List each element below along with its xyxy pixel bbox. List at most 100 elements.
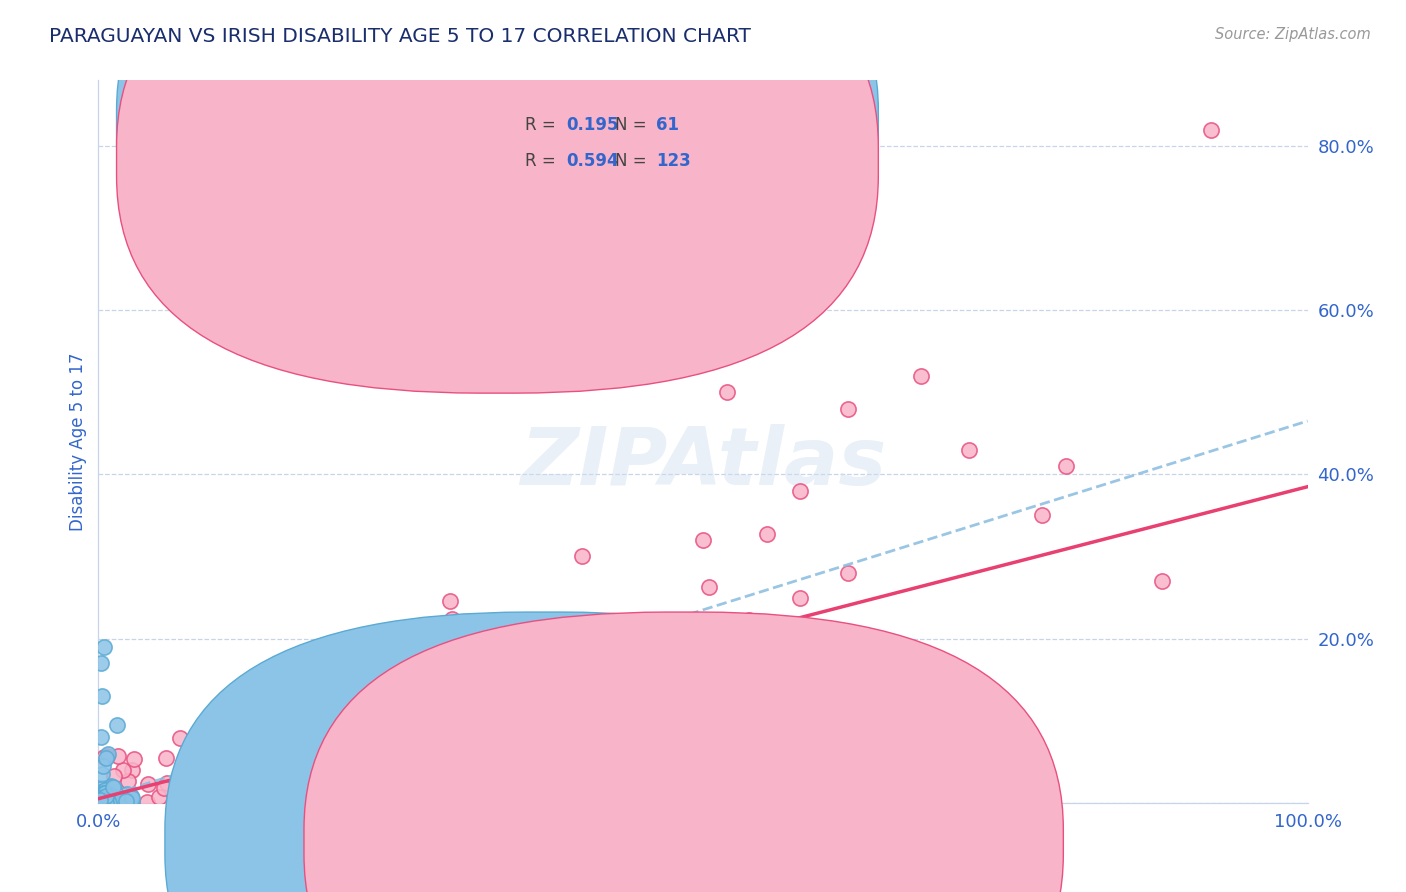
Point (90, 795, 112, 809)
Point (89, 794, 111, 808)
Point (524, 696, 547, 710)
Point (90, 796, 112, 810)
Point (385, 731, 408, 746)
Point (474, 779, 496, 793)
Point (91, 795, 114, 809)
Point (90, 791, 112, 805)
Point (600, 783, 623, 797)
Point (90, 795, 112, 809)
Point (676, 751, 699, 765)
Point (510, 632, 533, 646)
Point (301, 778, 323, 792)
Point (585, 764, 607, 778)
Point (100, 779, 122, 793)
Point (1031, 508, 1053, 523)
Point (778, 633, 800, 648)
Point (89, 795, 111, 809)
Point (1054, 459, 1077, 474)
Point (121, 794, 143, 808)
Point (114, 794, 136, 808)
Point (105, 718, 128, 732)
Text: ZIPAtlas: ZIPAtlas (520, 425, 886, 502)
Point (97, 796, 120, 810)
Point (789, 591, 811, 605)
Point (111, 791, 134, 805)
Point (413, 781, 436, 796)
Point (93, 749, 115, 764)
Point (756, 527, 779, 541)
Point (312, 780, 335, 795)
Point (728, 681, 751, 695)
Point (644, 783, 666, 797)
Point (389, 747, 412, 761)
Text: Source: ZipAtlas.com: Source: ZipAtlas.com (1215, 27, 1371, 42)
Point (617, 781, 640, 796)
Point (97, 785, 120, 799)
Point (575, 779, 598, 793)
Point (89, 790, 111, 805)
Point (89, 793, 111, 807)
Point (624, 780, 647, 795)
Point (273, 725, 295, 739)
FancyBboxPatch shape (461, 98, 734, 189)
Point (93, 794, 115, 808)
Point (107, 748, 129, 763)
Point (668, 615, 690, 630)
Point (479, 743, 502, 757)
Point (287, 765, 309, 780)
Point (643, 773, 665, 788)
Point (690, 795, 713, 809)
Point (789, 483, 811, 498)
Point (89, 795, 111, 809)
Point (344, 789, 367, 804)
Point (136, 777, 159, 791)
Text: 0.195: 0.195 (567, 116, 619, 134)
Point (90, 767, 112, 781)
Text: 0.594: 0.594 (567, 153, 619, 170)
Point (221, 779, 243, 793)
Point (366, 785, 388, 799)
Point (190, 768, 212, 782)
Point (90, 657, 112, 671)
Point (107, 792, 129, 806)
Point (314, 784, 336, 798)
Point (91, 786, 114, 800)
Point (522, 782, 544, 797)
Point (96, 794, 118, 808)
Point (658, 795, 681, 809)
Point (408, 751, 430, 765)
Point (121, 764, 143, 778)
Point (148, 790, 170, 805)
Point (90, 787, 112, 801)
Point (472, 784, 495, 798)
Point (117, 773, 139, 788)
Point (1152, 574, 1174, 588)
Point (910, 368, 932, 383)
Text: N =: N = (614, 116, 651, 134)
Point (94, 782, 117, 797)
Point (554, 727, 576, 741)
Point (356, 766, 378, 780)
Point (97, 747, 120, 761)
Point (361, 758, 384, 772)
Point (697, 580, 720, 594)
Point (89, 793, 111, 807)
Point (184, 796, 207, 810)
Y-axis label: Disability Age 5 to 17: Disability Age 5 to 17 (69, 352, 87, 531)
Point (115, 787, 138, 801)
Point (209, 709, 232, 723)
Point (89, 793, 111, 807)
Point (567, 764, 589, 779)
Point (308, 769, 330, 783)
Point (96, 796, 118, 810)
Point (402, 772, 425, 787)
Point (643, 755, 665, 769)
Point (174, 787, 197, 801)
Point (169, 731, 191, 745)
Point (91, 780, 114, 795)
Point (645, 746, 668, 760)
Point (368, 760, 391, 774)
Point (94, 786, 117, 800)
Point (413, 791, 436, 805)
Point (239, 761, 262, 775)
